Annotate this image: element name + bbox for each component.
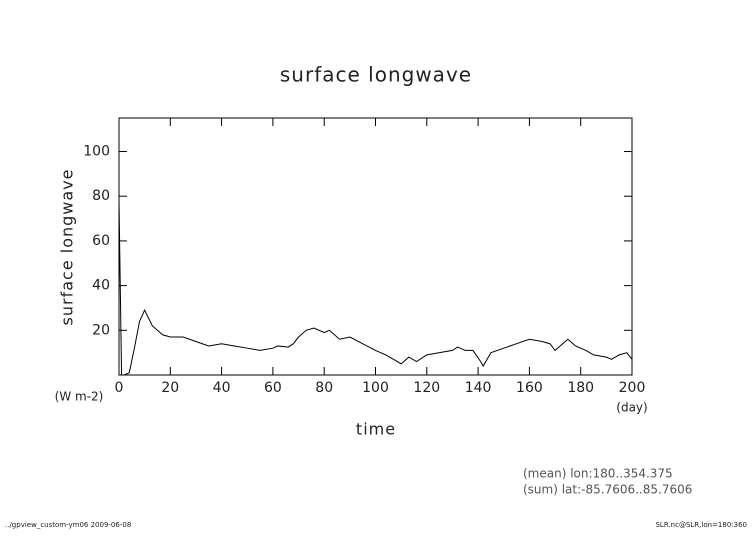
- y-tick-label: 80: [92, 188, 110, 204]
- footer: ../gpview_custom-ym06 2009-06-08: [5, 521, 131, 529]
- footer: SLR.nc@SLR,lon=180:360: [655, 521, 747, 529]
- x-tick-label: 180: [567, 380, 594, 396]
- annotation: (sum) lat:-85.7606..85.7606: [523, 483, 692, 497]
- x-tick-label: 0: [115, 380, 124, 396]
- x-tick-label: 120: [413, 380, 440, 396]
- plot-frame: [118, 117, 633, 376]
- y-tick-label: 60: [92, 233, 110, 249]
- y-units: (W m-2): [55, 390, 104, 404]
- y-tick-label: 20: [92, 322, 110, 338]
- annotation: (mean) lon:180..354.375: [523, 467, 673, 481]
- x-axis-label: time: [356, 420, 396, 439]
- x-tick-label: 160: [516, 380, 543, 396]
- x-units: (day): [616, 401, 647, 415]
- y-axis-label: surface longwave: [58, 169, 77, 326]
- x-tick-label: 40: [213, 380, 231, 396]
- y-tick-label: 40: [92, 278, 110, 294]
- x-tick-label: 100: [362, 380, 389, 396]
- x-tick-label: 60: [264, 380, 282, 396]
- x-tick-label: 80: [315, 380, 333, 396]
- x-tick-label: 20: [161, 380, 179, 396]
- y-tick-label: 100: [83, 144, 110, 160]
- chart-title: surface longwave: [280, 63, 472, 87]
- x-tick-label: 140: [465, 380, 492, 396]
- x-tick-label: 200: [619, 380, 646, 396]
- data-line: [118, 200, 633, 376]
